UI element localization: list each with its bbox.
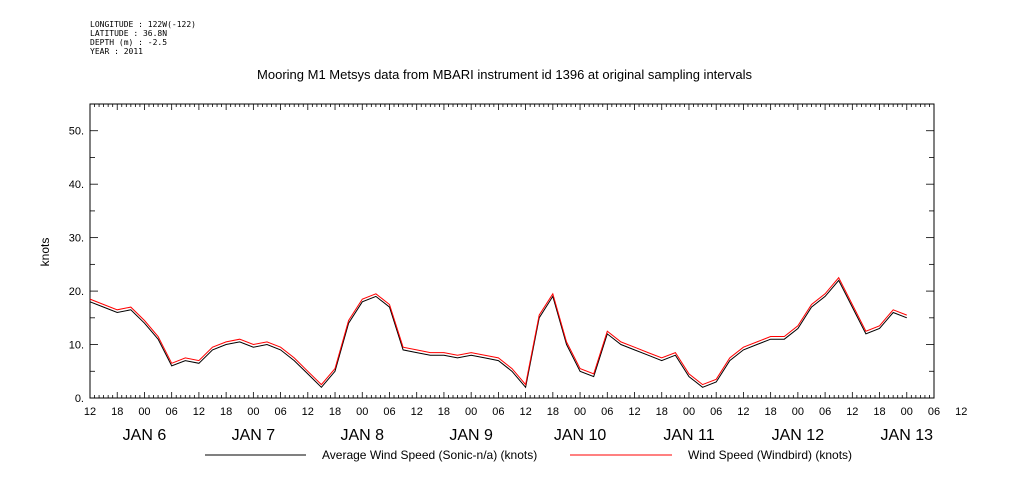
x-hour-tick-label: 06 [819,406,831,418]
x-hour-tick-label: 00 [465,406,477,418]
x-hour-tick-label: 06 [928,406,940,418]
x-hour-tick-label: 18 [656,406,668,418]
legend-label-1: Average Wind Speed (Sonic-n/a) (knots) [322,448,537,462]
x-hour-tick-label: 12 [737,406,749,418]
y-tick-label: 10. [69,340,84,352]
x-hour-tick-label: 18 [220,406,232,418]
x-hour-tick-label: 18 [111,406,123,418]
x-hour-tick-label: 06 [710,406,722,418]
x-hour-tick-label: 12 [519,406,531,418]
x-hour-tick-label: 12 [628,406,640,418]
mooring-metadata: LONGITUDE : 122W(-122) LATITUDE : 36.8N … [90,20,196,56]
latitude-label: LATITUDE : 36.8N [90,29,168,38]
x-hour-tick-label: 00 [683,406,695,418]
x-hour-tick-label: 18 [438,406,450,418]
axis-labels: 0. 10. 20. 30. 40. 50. knots 12 18 00 06 12 18 00 06 12… [38,126,967,444]
x-day-label: JAN 11 [663,427,714,444]
y-tick-label: 40. [69,179,84,191]
x-hour-tick-label: 06 [601,406,613,418]
x-hour-tick-label: 18 [329,406,341,418]
x-hour-tick-label: 06 [166,406,178,418]
x-day-label: JAN 13 [881,427,934,444]
series-line-1 [89,279,907,389]
x-day-label: JAN 9 [449,427,493,444]
series-layer [89,276,907,389]
x-day-label: JAN 6 [123,427,167,444]
depth-label: DEPTH (m) : -2.5 [90,38,168,47]
x-hour-tick-label: 06 [492,406,504,418]
y-tick-label: 50. [69,126,84,138]
y-tick-label: 30. [69,233,84,245]
x-hour-tick-label: 18 [547,406,559,418]
x-hour-tick-label: 00 [138,406,150,418]
x-day-label: JAN 10 [554,427,607,444]
x-hour-tick-label: 00 [901,406,913,418]
x-hour-tick-label: 00 [247,406,259,418]
x-hour-tick-label: 00 [356,406,368,418]
x-hour-tick-label: 18 [873,406,885,418]
x-day-label: JAN 7 [232,427,276,444]
x-hour-tick-label: 18 [765,406,777,418]
legend: Average Wind Speed (Sonic-n/a) (knots) Wi… [205,448,852,462]
x-hour-tick-label: 12 [193,406,205,418]
y-tick-label: 0. [75,393,84,405]
x-hour-tick-label: 12 [411,406,423,418]
year-label: YEAR : 2011 [90,47,143,56]
x-day-label: JAN 8 [340,427,384,444]
x-hour-tick-label: 12 [84,406,96,418]
x-hour-tick-label: 12 [302,406,314,418]
axes-frame [89,103,935,399]
x-hour-tick-label: 12 [955,406,967,418]
legend-label-2: Wind Speed (Windbird) (knots) [688,448,852,462]
x-hour-tick-label: 00 [574,406,586,418]
x-day-label: JAN 12 [772,427,825,444]
y-tick-label: 20. [69,286,84,298]
x-hour-tick-label: 06 [383,406,395,418]
x-hour-tick-label: 00 [792,406,804,418]
longitude-label: LONGITUDE : 122W(-122) [90,20,196,29]
plot-frame [89,103,935,399]
series-line-2 [89,276,907,386]
chart-title: Mooring M1 Metsys data from MBARI instru… [257,67,752,82]
x-hour-tick-label: 12 [846,406,858,418]
y-axis-label: knots [38,238,52,267]
x-hour-tick-label: 06 [274,406,286,418]
